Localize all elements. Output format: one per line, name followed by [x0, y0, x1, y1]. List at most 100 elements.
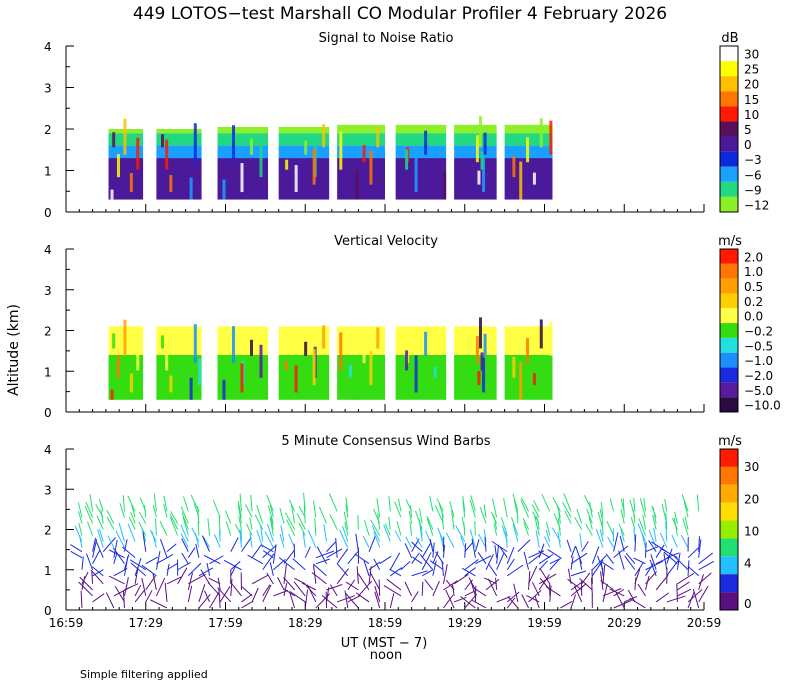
- wind-barb: [620, 498, 625, 512]
- wind-barb: [506, 591, 520, 603]
- wind-barb: [357, 515, 359, 530]
- wind-barb: [545, 521, 551, 536]
- wind-barb: [625, 552, 636, 565]
- wind-barb: [429, 495, 434, 512]
- wind-barb: [311, 572, 327, 585]
- wind-barb: [663, 553, 668, 570]
- wind-barb: [384, 523, 391, 536]
- wind-barb: [566, 539, 572, 552]
- data-cell: [116, 354, 120, 378]
- wind-barb: [198, 567, 214, 577]
- wind-barb: [468, 577, 476, 591]
- wind-barb: [219, 586, 231, 603]
- wind-barb: [469, 499, 476, 518]
- wind-barb: [102, 537, 116, 552]
- wind-barb: [539, 568, 551, 585]
- wind-barb: [574, 585, 583, 603]
- wind-barb: [650, 554, 657, 570]
- colorbar-swatch: [720, 263, 738, 279]
- wind-barb: [698, 585, 709, 603]
- data-cell: [240, 163, 244, 193]
- data-cell: [362, 145, 366, 163]
- colorbar-swatch: [720, 196, 738, 212]
- wind-barb: [671, 534, 678, 548]
- data-cell: [193, 324, 197, 364]
- x-tick-label: 20:29: [607, 616, 642, 630]
- wind-barb: [575, 545, 583, 564]
- wind-barb: [451, 510, 455, 530]
- wind-barb: [404, 543, 413, 558]
- wind-barb: [538, 573, 557, 585]
- wind-barb: [363, 560, 370, 576]
- wind-barb: [306, 584, 317, 603]
- wind-barb: [141, 577, 147, 597]
- wind-barb: [432, 560, 437, 576]
- wind-barb: [494, 544, 498, 558]
- wind-barb: [152, 504, 157, 518]
- colorbar-swatch: [720, 397, 738, 412]
- wind-barb: [201, 535, 211, 552]
- wind-barb: [289, 592, 296, 609]
- wind-barb: [485, 578, 500, 591]
- data-cell: [482, 157, 486, 193]
- figure-title: 449 LOTOS−test Marshall CO Modular Profi…: [132, 4, 668, 24]
- wind-barb: [696, 494, 700, 512]
- wind-barb: [152, 573, 157, 590]
- wind-barb: [292, 558, 306, 571]
- wind-barb: [298, 522, 306, 536]
- wind-barb: [397, 498, 402, 512]
- colorbar-frame: [719, 248, 739, 413]
- wind-barb: [98, 528, 104, 542]
- wind-barb: [131, 505, 136, 518]
- wind-barb: [512, 493, 519, 512]
- wind-barb: [490, 511, 498, 524]
- wind-barb: [618, 550, 625, 570]
- wind-barb: [421, 542, 432, 558]
- wind-barb: [470, 495, 476, 512]
- wind-barb: [149, 599, 168, 609]
- data-cell: [504, 158, 553, 200]
- wind-barb: [289, 590, 306, 603]
- wind-barb: [503, 498, 508, 518]
- wind-barb: [188, 573, 206, 585]
- colorbar-swatch: [720, 278, 738, 294]
- wind-barb: [442, 564, 448, 584]
- data-cell: [337, 145, 385, 159]
- data-cell: [193, 123, 197, 163]
- wind-barb: [484, 577, 497, 585]
- colorbar-label: −3: [744, 153, 762, 167]
- data-cell: [539, 118, 543, 148]
- data-cell: [395, 158, 447, 200]
- wind-barb: [355, 592, 370, 603]
- data-cell: [123, 319, 127, 356]
- wind-barb: [209, 555, 224, 565]
- wind-barb: [411, 552, 420, 565]
- data-cell: [478, 317, 482, 349]
- wind-barb: [512, 524, 519, 542]
- wind-barb: [254, 514, 264, 530]
- wind-barb: [607, 536, 615, 548]
- wind-barb: [649, 559, 657, 576]
- data-cell: [483, 132, 487, 155]
- wind-barb: [528, 565, 538, 585]
- wind-barb: [567, 578, 583, 591]
- wind-barb: [362, 535, 370, 548]
- wind-barb: [91, 571, 94, 584]
- wind-barb: [181, 552, 189, 564]
- wind-barb: [412, 556, 423, 565]
- colorbar-swatch: [720, 249, 738, 264]
- wind-barb: [145, 590, 153, 603]
- wind-barb: [389, 568, 402, 577]
- wind-barb: [112, 547, 125, 565]
- wind-barb: [627, 589, 636, 603]
- wind-barb: [373, 508, 381, 524]
- wind-barb: [570, 545, 576, 558]
- data-cell: [110, 189, 114, 200]
- wind-barb: [315, 550, 334, 559]
- wind-barb: [169, 513, 179, 530]
- data-cell: [278, 145, 330, 159]
- wind-barb: [181, 538, 189, 552]
- wind-barb: [204, 590, 211, 603]
- wind-barb: [460, 595, 476, 609]
- data-cell: [322, 325, 326, 349]
